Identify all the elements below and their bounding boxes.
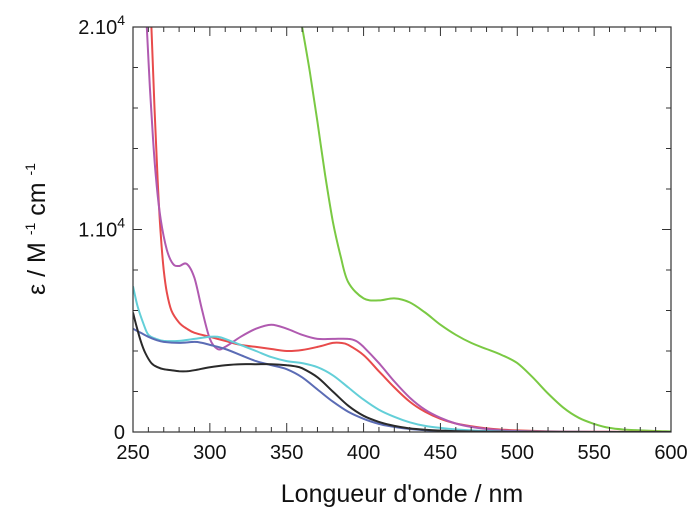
x-tick-label: 350: [270, 442, 303, 464]
y-axis-exp-1: -1: [22, 223, 38, 236]
x-tick-label: 500: [501, 442, 534, 464]
y-axis-title: ε / M -1 cm -1: [13, 163, 51, 295]
y-axis-unit-cm: cm: [23, 182, 51, 215]
plot-frame: [132, 26, 672, 433]
x-tick-label: 300: [193, 442, 226, 464]
series-line-1: [301, 27, 671, 432]
y-axis-symbol: ε: [23, 284, 51, 295]
series-line-3: [145, 27, 671, 432]
series-layer: [133, 27, 671, 432]
y-tick-label: 1.104: [78, 215, 125, 242]
x-tick-label: 400: [347, 442, 380, 464]
y-tick-labels: 0 1.104 2.104: [78, 12, 125, 444]
series-line-6: [133, 312, 671, 432]
x-tick-label: 550: [577, 442, 610, 464]
y-axis-exp-2: -1: [22, 163, 38, 176]
axis-ticks: [132, 26, 672, 433]
x-tick-label: 600: [654, 442, 687, 464]
y-tick-label: 0: [114, 422, 125, 444]
y-tick-label: 2.104: [78, 12, 125, 39]
x-tick-label: 250: [116, 442, 149, 464]
x-tick-labels: 250 300 350 400 450 500 550 600: [116, 442, 687, 464]
x-axis-title: Longueur d'onde / nm: [281, 480, 523, 508]
x-tick-label: 450: [424, 442, 457, 464]
y-axis-unit-m: / M: [23, 242, 51, 277]
